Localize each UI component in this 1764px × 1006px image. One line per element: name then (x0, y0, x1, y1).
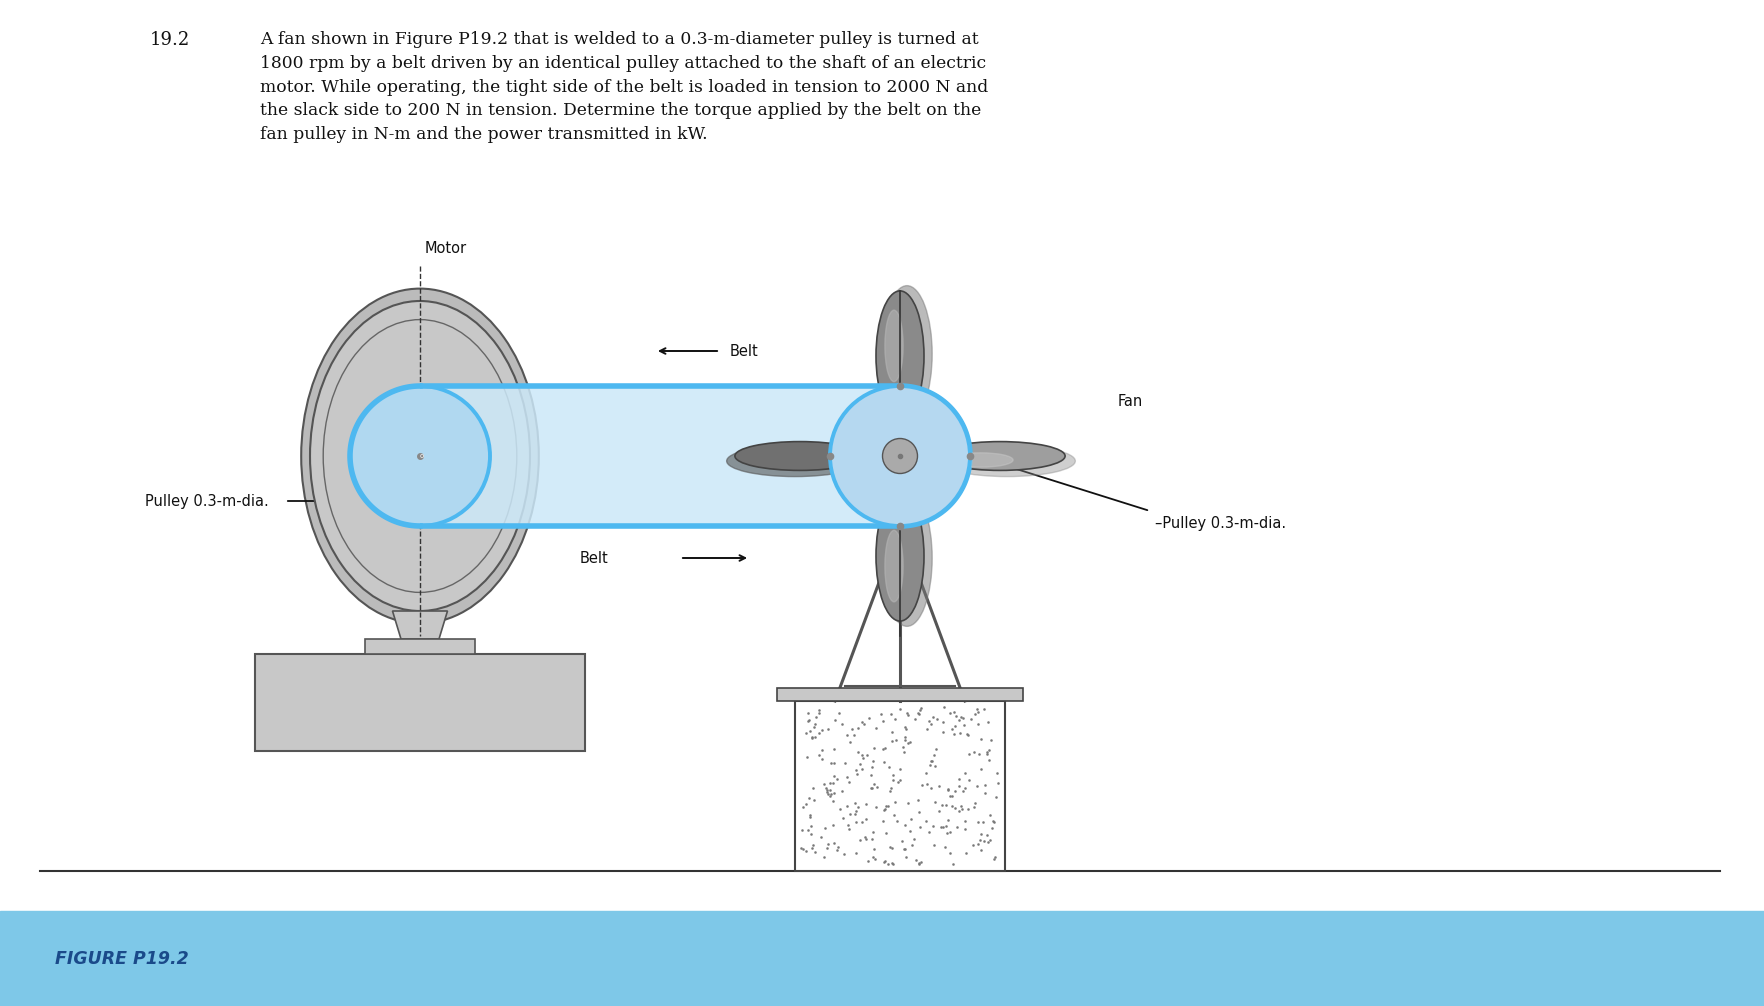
Ellipse shape (302, 289, 538, 624)
Bar (365, 639, 475, 654)
Ellipse shape (882, 490, 931, 627)
Bar (776, 688, 1023, 701)
Polygon shape (349, 386, 970, 526)
Bar (796, 701, 1005, 871)
Text: A fan shown in Figure P19.2 that is welded to a 0.3-m-diameter pulley is turned : A fan shown in Figure P19.2 that is weld… (259, 31, 988, 143)
Ellipse shape (886, 530, 903, 602)
Text: Motor: Motor (425, 241, 467, 256)
Ellipse shape (886, 310, 903, 381)
Ellipse shape (877, 491, 924, 621)
Ellipse shape (935, 442, 1065, 471)
Ellipse shape (736, 442, 864, 471)
Text: FIGURE P19.2: FIGURE P19.2 (55, 950, 189, 968)
Ellipse shape (947, 453, 1013, 467)
Text: Belt: Belt (730, 343, 759, 358)
Ellipse shape (831, 386, 970, 526)
Text: Belt: Belt (580, 550, 609, 565)
Circle shape (882, 439, 917, 474)
Ellipse shape (877, 291, 924, 421)
Bar (0, 911, 1764, 1006)
Bar (256, 654, 586, 751)
Text: o: o (420, 453, 423, 459)
Ellipse shape (938, 446, 1076, 477)
Text: –Pulley 0.3-m-dia.: –Pulley 0.3-m-dia. (1155, 516, 1286, 531)
Ellipse shape (349, 386, 490, 526)
Ellipse shape (310, 301, 529, 611)
Text: Fan: Fan (1118, 393, 1143, 408)
Text: Pulley 0.3-m-dia.: Pulley 0.3-m-dia. (145, 494, 268, 508)
Ellipse shape (882, 286, 931, 423)
Polygon shape (393, 611, 448, 639)
Text: 19.2: 19.2 (150, 31, 191, 49)
Ellipse shape (727, 446, 863, 477)
